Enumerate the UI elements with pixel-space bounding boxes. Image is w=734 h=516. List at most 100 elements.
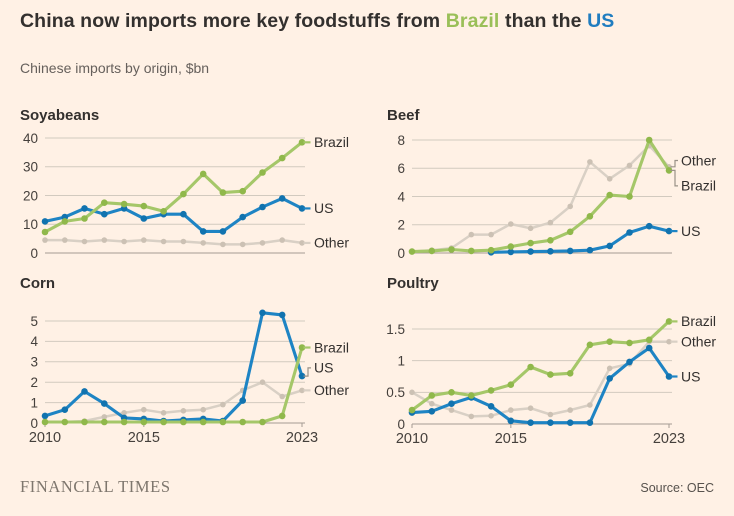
series-other: Other [42,235,349,251]
series-dot-other [666,338,672,345]
series-dot-other [468,413,475,420]
series-label-us: US [314,200,333,216]
series-dot-other [42,237,48,243]
series-us: US [41,195,333,235]
series-dot-other [606,365,613,372]
series-dot-brazil [448,389,455,396]
series-dot-brazil [626,193,633,200]
x-tick-label: 2023 [653,431,685,447]
series-dot-brazil [81,418,88,426]
series-dot-us [547,248,554,255]
series-dot-brazil [566,370,574,377]
series-dot-brazil [428,392,436,399]
x-tick-label: 2015 [495,431,527,447]
series-dot-us [81,388,88,395]
series-dot-brazil [527,363,534,371]
series-line-brazil [410,319,671,412]
series-dot-brazil [101,418,108,426]
series-dot-us [140,215,148,222]
x-tick-label: 2023 [286,430,318,446]
y-tick-label: 1.5 [386,322,405,337]
x-tick-label: 2010 [29,430,61,446]
series-line-other [43,238,304,246]
series-dot-brazil [507,381,515,388]
series-dot-other [606,176,613,182]
y-tick-label: 3 [30,355,38,370]
series-dot-us [278,311,286,319]
series-label-other: Other [314,235,349,251]
series-label-brazil: Brazil [681,178,716,194]
series-dot-brazil [160,208,167,215]
series-us: US [41,309,333,425]
series-dot-us [606,242,613,250]
series-dot-brazil [219,189,227,196]
label-leader-brazil [670,169,678,187]
series-dot-other [488,231,494,238]
series-dot-other [587,159,593,165]
series-dot-brazil [626,339,633,347]
series-dot-other [587,402,593,408]
series-dot-brazil [606,338,613,345]
series-dot-us [586,246,594,254]
series-dot-brazil [665,318,673,325]
series-dot-brazil [408,248,416,255]
series-dot-other [468,231,475,238]
series-dot-us [219,228,227,235]
series-dot-us [527,419,534,426]
y-tick-label: 5 [30,314,38,329]
series-dot-us [259,203,266,211]
series-brazil: Brazil [41,339,349,426]
series-dot-other [508,407,514,413]
series-dot-other [259,240,266,246]
series-dot-brazil [61,218,69,225]
series-dot-brazil [61,418,69,426]
series-label-brazil: Brazil [681,313,716,329]
series-dot-other [101,414,108,420]
series-dot-other [626,162,633,169]
series-dot-other [448,407,455,413]
series-line-us [43,196,304,233]
x-tick-label: 2015 [128,430,160,446]
series-dot-other [547,219,554,226]
series-dot-other [259,379,266,385]
series-dot-brazil [645,336,653,344]
series-dot-us [239,397,246,404]
series-dot-other [180,408,187,414]
series-dot-us [41,218,49,225]
series-dot-brazil [41,228,49,236]
series-dot-brazil [239,418,246,426]
series-dot-other [121,238,127,245]
series-dot-brazil [448,246,455,253]
series-dot-brazil [101,199,108,206]
series-brazil: Brazil [41,134,349,236]
series-dot-other [567,407,573,413]
series-dot-brazil [199,418,207,426]
y-tick-label: 4 [30,334,38,349]
series-dot-us [298,372,306,380]
chart-canvas-soyabeans: 0 10 20 30 40 Other US Brazil [23,131,349,261]
series-line-brazil [43,140,304,234]
series-dot-brazil [120,418,128,426]
title-brazil-highlight: Brazil [445,10,500,32]
series-dot-us [428,408,436,415]
series-dot-other [527,405,534,411]
series-label-us: US [314,360,333,376]
series-label-brazil: Brazil [314,339,349,355]
series-dot-us [81,205,88,212]
series-dot-brazil [278,412,286,420]
series-dot-us [298,205,306,212]
series-us: US [487,222,700,256]
y-tick-label: 2 [397,218,405,233]
series-dot-us [239,213,246,221]
chart-title-corn: Corn [20,275,55,292]
series-dot-us [626,229,633,236]
page-title: China now imports more key foodstuffs fr… [20,10,714,33]
series-dot-us [606,375,613,382]
series-label-other: Other [681,152,716,168]
series-dot-brazil [606,191,613,199]
y-tick-label: 0 [30,246,38,261]
series-dot-other [567,203,573,210]
series-dot-us [507,417,515,425]
series-dot-us [626,358,633,366]
